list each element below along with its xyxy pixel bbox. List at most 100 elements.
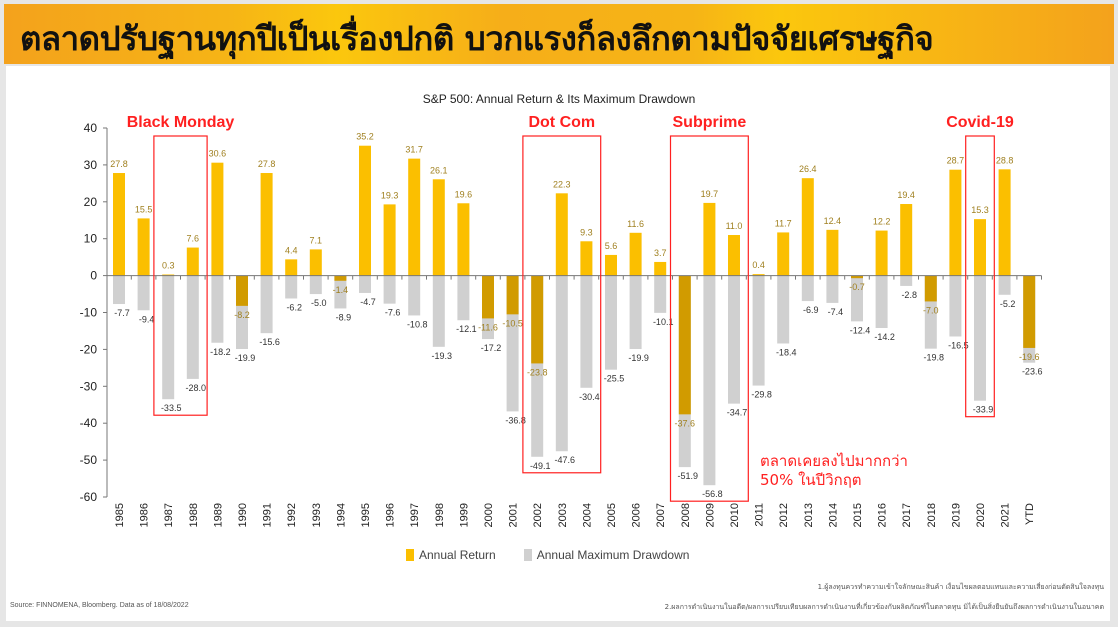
- drawdown-value-label: -19.8: [924, 353, 945, 363]
- y-tick-label: 20: [84, 195, 98, 209]
- return-bar: [408, 158, 421, 276]
- x-tick-label: 2002: [532, 503, 544, 527]
- drawdown-bar: [555, 275, 568, 452]
- legend-label: Annual Maximum Drawdown: [536, 548, 690, 562]
- return-bar: [236, 275, 248, 306]
- return-value-label: 28.7: [947, 156, 965, 166]
- drawdown-value-label: -10.1: [653, 317, 674, 327]
- drawdown-bar: [998, 275, 1011, 295]
- return-value-label: -1.4: [333, 285, 349, 295]
- x-tick-label: 2013: [803, 503, 815, 527]
- source-text: Source: FINNOMENA, Bloomberg. Data as of…: [10, 602, 189, 609]
- title-banner: ตลาดปรับฐานทุกปีเป็นเรื่องปกติ บวกแรงก็ล…: [4, 4, 1114, 64]
- x-tick-label: 2012: [778, 503, 790, 527]
- drawdown-bar: [777, 275, 790, 344]
- return-bar: [875, 230, 888, 276]
- x-tick-label: 2014: [827, 503, 839, 527]
- drawdown-value-label: -17.2: [481, 343, 502, 353]
- return-bar: [900, 204, 913, 276]
- return-bar: [949, 169, 962, 276]
- drawdown-value-label: -19.9: [628, 353, 649, 363]
- return-bar: [703, 202, 716, 276]
- return-value-label: 30.6: [209, 149, 227, 159]
- x-tick-label: 1988: [188, 503, 200, 527]
- return-value-label: 4.4: [285, 245, 298, 255]
- return-bar: [728, 235, 740, 276]
- x-tick-label: 2016: [877, 503, 889, 527]
- drawdown-bar: [137, 275, 150, 311]
- x-tick-label: 2015: [852, 503, 864, 527]
- return-value-label: 5.6: [605, 241, 618, 251]
- drawdown-value-label: -18.2: [210, 347, 231, 357]
- return-value-label: 11.7: [775, 218, 792, 228]
- x-tick-label: YTD: [1024, 503, 1036, 525]
- page-title: ตลาดปรับฐานทุกปีเป็นเรื่องปกติ บวกแรงก็ล…: [20, 19, 934, 58]
- x-tick-label: 1992: [286, 503, 298, 527]
- drawdown-bar: [801, 275, 814, 302]
- return-value-label: 15.3: [971, 205, 989, 215]
- return-bar: [113, 173, 125, 276]
- x-tick-label: 1997: [409, 503, 421, 527]
- drawdown-bar: [949, 275, 962, 337]
- drawdown-bar: [457, 275, 470, 321]
- drawdown-value-label: -5.2: [1000, 299, 1016, 309]
- return-value-label: -37.6: [675, 418, 696, 428]
- return-bar: [482, 275, 494, 319]
- drawdown-value-label: -8.9: [336, 312, 352, 322]
- x-tick-label: 1991: [262, 503, 274, 527]
- return-bar: [678, 275, 691, 415]
- return-value-label: 22.3: [553, 179, 571, 189]
- drawdown-bar: [752, 275, 765, 386]
- return-value-label: 7.1: [310, 235, 323, 245]
- crisis-box: [669, 135, 749, 502]
- crisis-label: Dot Com: [528, 114, 595, 131]
- drawdown-value-label: -7.4: [828, 307, 844, 317]
- y-tick-label: -10: [80, 306, 98, 320]
- chart-title: S&P 500: Annual Return & Its Maximum Dra…: [423, 92, 696, 106]
- x-tick-label: 2021: [1000, 503, 1012, 527]
- crisis-box: [522, 135, 602, 474]
- return-bar: [531, 275, 544, 364]
- return-bar: [605, 254, 617, 276]
- return-bar: [998, 169, 1011, 276]
- return-value-label: 7.6: [187, 234, 200, 244]
- drawdown-bar: [162, 275, 175, 400]
- return-bar: [359, 145, 371, 276]
- drawdown-value-label: -19.9: [235, 353, 256, 363]
- drawdown-bar: [728, 275, 740, 404]
- drawdown-bar: [629, 275, 642, 350]
- return-bar: [457, 203, 470, 276]
- drawdown-value-label: -6.9: [803, 305, 819, 315]
- return-value-label: 0.3: [162, 260, 175, 270]
- return-value-label: 27.8: [110, 159, 128, 169]
- crisis-box: [965, 135, 995, 418]
- x-tick-label: 1999: [458, 503, 470, 527]
- return-bar: [752, 274, 765, 276]
- x-tick-label: 1995: [360, 503, 372, 527]
- drawdown-bar: [334, 275, 347, 309]
- legend-swatch-return: [406, 549, 414, 561]
- return-value-label: 9.3: [580, 227, 593, 237]
- return-bar: [555, 193, 568, 276]
- drawdown-bar: [408, 275, 421, 316]
- crisis-note-line1: ตลาดเคยลงไปมากกว่า: [760, 452, 908, 470]
- drawdown-value-label: -9.4: [139, 314, 155, 324]
- x-tick-label: 2005: [606, 503, 618, 527]
- return-value-label: -7.0: [923, 305, 939, 315]
- return-bar: [851, 275, 863, 279]
- return-value-label: 31.7: [405, 145, 423, 155]
- x-tick-label: 2011: [754, 503, 766, 527]
- legend-item-drawdown: Annual Maximum Drawdown: [523, 548, 690, 562]
- y-tick-label: 40: [84, 121, 98, 135]
- y-tick-label: 10: [84, 232, 98, 246]
- drawdown-value-label: -2.8: [901, 290, 917, 300]
- x-tick-label: 2019: [950, 503, 962, 527]
- return-bar: [334, 275, 347, 281]
- return-bar: [1023, 275, 1036, 348]
- return-bar: [309, 249, 322, 276]
- return-value-label: 12.4: [824, 216, 842, 226]
- drawdown-value-label: -33.5: [161, 403, 182, 413]
- return-value-label: 19.3: [381, 190, 399, 200]
- return-value-label: -19.6: [1019, 352, 1040, 362]
- return-value-label: 0.4: [752, 260, 765, 270]
